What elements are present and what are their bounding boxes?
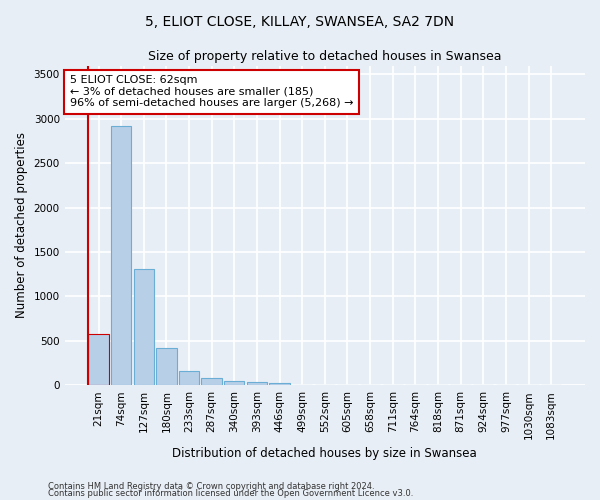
Bar [202, 378, 222, 385]
Text: Contains public sector information licensed under the Open Government Licence v3: Contains public sector information licen… [48, 489, 413, 498]
Text: Contains HM Land Registry data © Crown copyright and database right 2024.: Contains HM Land Registry data © Crown c… [48, 482, 374, 491]
Bar [269, 382, 290, 385]
Title: Size of property relative to detached houses in Swansea: Size of property relative to detached ho… [148, 50, 502, 63]
Text: 5 ELIOT CLOSE: 62sqm
← 3% of detached houses are smaller (185)
96% of semi-detac: 5 ELIOT CLOSE: 62sqm ← 3% of detached ho… [70, 75, 353, 108]
Bar [88, 334, 109, 385]
Bar [224, 380, 244, 385]
Y-axis label: Number of detached properties: Number of detached properties [15, 132, 28, 318]
Text: 5, ELIOT CLOSE, KILLAY, SWANSEA, SA2 7DN: 5, ELIOT CLOSE, KILLAY, SWANSEA, SA2 7DN [145, 15, 455, 29]
Bar [111, 126, 131, 385]
Bar [247, 382, 267, 385]
Bar [179, 370, 199, 385]
X-axis label: Distribution of detached houses by size in Swansea: Distribution of detached houses by size … [172, 447, 477, 460]
Bar [156, 348, 176, 385]
Bar [134, 269, 154, 385]
